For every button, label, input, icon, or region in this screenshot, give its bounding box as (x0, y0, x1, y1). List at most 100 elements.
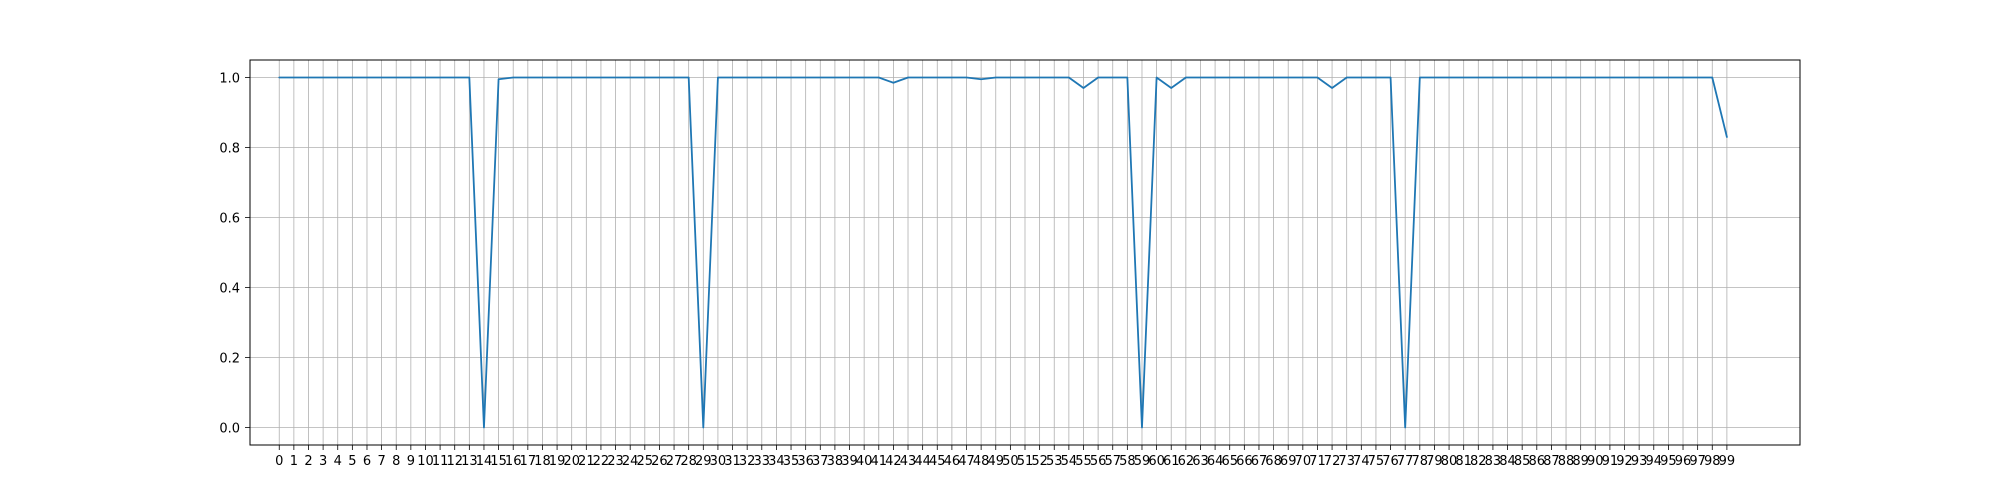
data-point (761, 76, 763, 78)
x-tick-label: 98 (1704, 454, 1721, 469)
data-point (1696, 76, 1698, 78)
x-tick-label: 92 (1616, 454, 1633, 469)
x-tick-label: 83 (1485, 454, 1502, 469)
data-point (1316, 76, 1318, 78)
data-point (1492, 76, 1494, 78)
data-point (439, 76, 441, 78)
y-tick-label: 0.2 (219, 352, 240, 367)
data-point (936, 76, 938, 78)
data-point (819, 76, 821, 78)
data-point (1287, 76, 1289, 78)
x-tick-label: 71 (1309, 454, 1326, 469)
x-tick-label: 99 (1719, 454, 1736, 469)
x-tick-label: 63 (1192, 454, 1209, 469)
data-point (1068, 76, 1070, 78)
data-point (614, 76, 616, 78)
data-point (1419, 76, 1421, 78)
x-tick-label: 22 (593, 454, 610, 469)
data-point (1185, 76, 1187, 78)
x-tick-label: 32 (739, 454, 756, 469)
data-point (395, 76, 397, 78)
data-point (804, 76, 806, 78)
x-tick-label: 46 (944, 454, 961, 469)
data-point (644, 76, 646, 78)
x-tick-label: 10 (417, 454, 434, 469)
x-tick-label: 94 (1646, 454, 1663, 469)
x-tick-label: 90 (1587, 454, 1604, 469)
x-tick-label: 30 (710, 454, 727, 469)
data-point (1550, 76, 1552, 78)
data-point (687, 76, 689, 78)
x-tick-label: 59 (1134, 454, 1151, 469)
data-point (1345, 76, 1347, 78)
data-point (307, 76, 309, 78)
data-point (1726, 136, 1728, 138)
data-point (1272, 76, 1274, 78)
data-point (878, 76, 880, 78)
data-point (497, 78, 499, 80)
data-point (1126, 76, 1128, 78)
x-tick-label: 86 (1529, 454, 1546, 469)
data-point (1404, 426, 1406, 428)
data-point (1053, 76, 1055, 78)
data-point (366, 76, 368, 78)
data-point (1462, 76, 1464, 78)
data-point (1331, 87, 1333, 89)
x-tick-label: 9 (407, 454, 415, 469)
x-tick-label: 8 (392, 454, 400, 469)
data-point (921, 76, 923, 78)
x-tick-label: 50 (1002, 454, 1019, 469)
data-point (790, 76, 792, 78)
x-tick-label: 48 (973, 454, 990, 469)
data-point (1477, 76, 1479, 78)
data-point (337, 76, 339, 78)
x-tick-label: 74 (1353, 454, 1370, 469)
x-tick-label: 78 (1412, 454, 1429, 469)
x-tick-label: 28 (680, 454, 697, 469)
x-tick-label: 4 (334, 454, 342, 469)
data-point (380, 76, 382, 78)
x-tick-label: 1 (290, 454, 298, 469)
x-tick-label: 88 (1558, 454, 1575, 469)
data-point (834, 76, 836, 78)
x-tick-label: 5 (348, 454, 356, 469)
grid-layer (250, 60, 1800, 445)
x-tick-label: 37 (812, 454, 829, 469)
x-tick-label: 7 (377, 454, 385, 469)
x-tick-label: 57 (1104, 454, 1121, 469)
data-point (512, 76, 514, 78)
x-tick-label: 96 (1675, 454, 1692, 469)
data-point (673, 76, 675, 78)
data-point (1667, 76, 1669, 78)
data-point (1389, 76, 1391, 78)
x-tick-label: 3 (319, 454, 327, 469)
x-tick-label: 87 (1543, 454, 1560, 469)
data-point (1638, 76, 1640, 78)
x-tick-label: 61 (1163, 454, 1180, 469)
data-point (1112, 76, 1114, 78)
data-point (965, 76, 967, 78)
data-point (995, 76, 997, 78)
data-point (1141, 426, 1143, 428)
data-point (658, 76, 660, 78)
x-tick-label: 95 (1660, 454, 1677, 469)
x-tick-label: 85 (1514, 454, 1531, 469)
x-tick-label: 58 (1119, 454, 1136, 469)
data-point (1506, 76, 1508, 78)
data-point (424, 76, 426, 78)
data-point (1682, 76, 1684, 78)
x-tick-label: 52 (1031, 454, 1048, 469)
data-point (1170, 87, 1172, 89)
x-tick-label: 15 (490, 454, 507, 469)
data-point (1375, 76, 1377, 78)
x-tick-label: 0 (275, 454, 283, 469)
data-point (702, 426, 704, 428)
x-tick-label: 44 (914, 454, 931, 469)
y-axis: 0.0 0.2 0.4 0.6 0.8 1.0 (219, 72, 250, 437)
data-point (351, 76, 353, 78)
x-tick-label: 11 (432, 454, 449, 469)
x-tick-label: 82 (1470, 454, 1487, 469)
x-tick-label: 38 (827, 454, 844, 469)
data-point (1155, 76, 1157, 78)
data-point (892, 82, 894, 84)
